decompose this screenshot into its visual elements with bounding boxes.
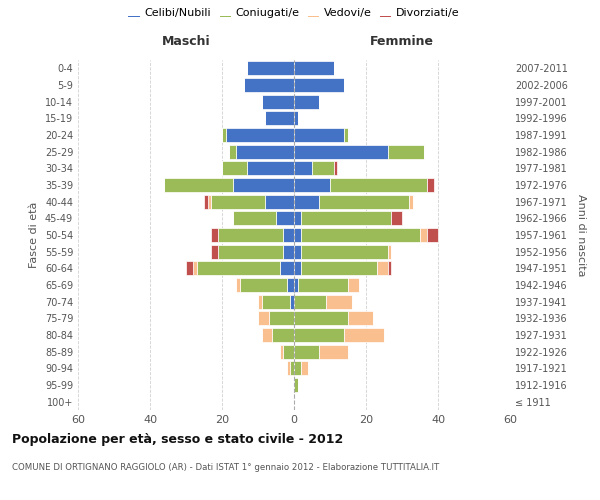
- Bar: [283, 244, 294, 259]
- Bar: [344, 328, 384, 342]
- Bar: [218, 244, 283, 259]
- Bar: [294, 144, 388, 159]
- Bar: [294, 378, 298, 392]
- Bar: [319, 194, 409, 209]
- Bar: [211, 194, 265, 209]
- Bar: [348, 311, 373, 326]
- Bar: [294, 328, 344, 342]
- Bar: [420, 228, 427, 242]
- Bar: [294, 261, 301, 276]
- Bar: [258, 311, 269, 326]
- Bar: [240, 278, 287, 292]
- Bar: [247, 162, 294, 175]
- Text: Popolazione per età, sesso e stato civile - 2012: Popolazione per età, sesso e stato civil…: [12, 432, 343, 446]
- Bar: [301, 228, 420, 242]
- Y-axis label: Anni di nascita: Anni di nascita: [576, 194, 586, 276]
- Bar: [427, 228, 438, 242]
- Bar: [301, 361, 308, 376]
- Text: Maschi: Maschi: [161, 34, 211, 48]
- Bar: [280, 261, 294, 276]
- Bar: [330, 178, 427, 192]
- Bar: [294, 62, 334, 76]
- Bar: [287, 361, 290, 376]
- Bar: [247, 62, 294, 76]
- Bar: [294, 361, 301, 376]
- Bar: [319, 344, 348, 359]
- Bar: [204, 194, 208, 209]
- Bar: [236, 278, 240, 292]
- Bar: [272, 328, 294, 342]
- Bar: [218, 228, 283, 242]
- Bar: [197, 261, 280, 276]
- Bar: [301, 261, 377, 276]
- Bar: [294, 194, 319, 209]
- Bar: [211, 228, 218, 242]
- Bar: [344, 128, 348, 142]
- Text: COMUNE DI ORTIGNANO RAGGIOLO (AR) - Dati ISTAT 1° gennaio 2012 - Elaborazione TU: COMUNE DI ORTIGNANO RAGGIOLO (AR) - Dati…: [12, 462, 439, 471]
- Bar: [301, 211, 391, 226]
- Text: Femmine: Femmine: [370, 34, 434, 48]
- Bar: [290, 294, 294, 308]
- Bar: [294, 94, 319, 109]
- Bar: [280, 344, 283, 359]
- Bar: [211, 244, 218, 259]
- Bar: [294, 244, 301, 259]
- Bar: [294, 311, 348, 326]
- Bar: [258, 294, 262, 308]
- Bar: [276, 211, 294, 226]
- Legend: Celibi/Nubili, Coniugati/e, Vedovi/e, Divorziati/e: Celibi/Nubili, Coniugati/e, Vedovi/e, Di…: [124, 2, 464, 22]
- Bar: [262, 94, 294, 109]
- Bar: [409, 194, 413, 209]
- Bar: [334, 162, 337, 175]
- Bar: [262, 294, 290, 308]
- Bar: [298, 278, 348, 292]
- Bar: [294, 211, 301, 226]
- Bar: [186, 261, 193, 276]
- Y-axis label: Fasce di età: Fasce di età: [29, 202, 39, 268]
- Bar: [287, 278, 294, 292]
- Bar: [236, 144, 294, 159]
- Bar: [208, 194, 211, 209]
- Bar: [388, 144, 424, 159]
- Bar: [269, 311, 294, 326]
- Bar: [326, 294, 352, 308]
- Bar: [294, 162, 312, 175]
- Bar: [233, 211, 276, 226]
- Bar: [265, 194, 294, 209]
- Bar: [222, 162, 247, 175]
- Bar: [294, 128, 344, 142]
- Bar: [294, 228, 301, 242]
- Bar: [244, 78, 294, 92]
- Bar: [427, 178, 434, 192]
- Bar: [233, 178, 294, 192]
- Bar: [226, 128, 294, 142]
- Bar: [388, 244, 391, 259]
- Bar: [222, 128, 226, 142]
- Bar: [294, 78, 344, 92]
- Bar: [377, 261, 388, 276]
- Bar: [391, 211, 402, 226]
- Bar: [283, 344, 294, 359]
- Bar: [193, 261, 197, 276]
- Bar: [229, 144, 236, 159]
- Bar: [164, 178, 233, 192]
- Bar: [294, 294, 326, 308]
- Bar: [283, 228, 294, 242]
- Bar: [262, 328, 272, 342]
- Bar: [294, 112, 298, 126]
- Bar: [294, 344, 319, 359]
- Bar: [294, 278, 298, 292]
- Bar: [348, 278, 359, 292]
- Bar: [388, 261, 391, 276]
- Bar: [294, 178, 330, 192]
- Bar: [312, 162, 334, 175]
- Bar: [290, 361, 294, 376]
- Bar: [265, 112, 294, 126]
- Bar: [301, 244, 388, 259]
